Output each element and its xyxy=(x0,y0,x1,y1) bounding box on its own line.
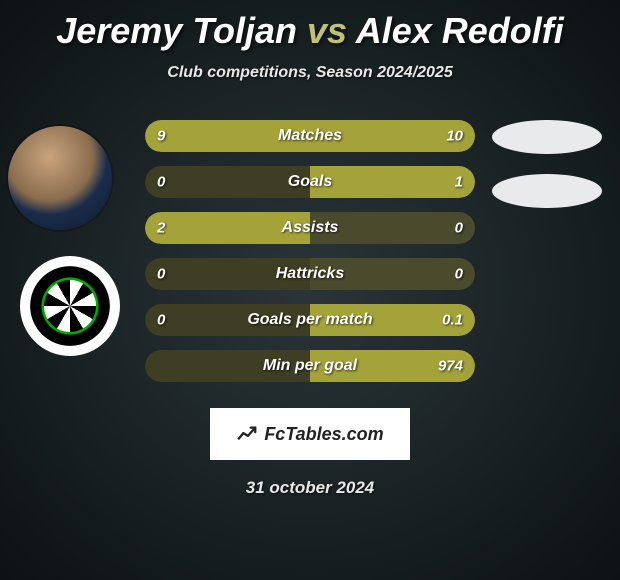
stat-bar-left xyxy=(145,258,310,290)
stat-row: Goals01 xyxy=(145,166,475,198)
vs-text: vs xyxy=(307,10,347,51)
player1-name: Jeremy Toljan xyxy=(56,10,297,51)
player2-club-placeholder xyxy=(492,174,602,208)
date-text: 31 october 2024 xyxy=(0,478,620,498)
stat-bar-left xyxy=(145,304,310,336)
stat-bar-right xyxy=(310,166,475,198)
stat-value-right: 0.1 xyxy=(442,312,463,329)
stat-bar-right xyxy=(310,212,475,244)
stat-value-left: 2 xyxy=(157,220,165,237)
player1-club-badge xyxy=(20,256,120,356)
stat-bar-left xyxy=(145,166,310,198)
fctables-logo-icon xyxy=(236,423,258,445)
sassuolo-badge-icon xyxy=(30,266,110,346)
stat-row: Matches910 xyxy=(145,120,475,152)
stat-value-right: 1 xyxy=(455,174,463,191)
stat-value-right: 974 xyxy=(438,358,463,375)
stat-bar-left xyxy=(145,120,310,152)
stat-row: Goals per match00.1 xyxy=(145,304,475,336)
comparison-title: Jeremy Toljan vs Alex Redolfi xyxy=(0,0,620,52)
player2-name: Alex Redolfi xyxy=(356,10,564,51)
fctables-text: FcTables.com xyxy=(264,424,383,445)
stat-value-left: 9 xyxy=(157,128,165,145)
player2-photo-placeholder xyxy=(492,120,602,154)
stat-value-right: 0 xyxy=(455,220,463,237)
stat-bar-right xyxy=(310,258,475,290)
fctables-watermark: FcTables.com xyxy=(210,408,410,460)
stat-value-right: 0 xyxy=(455,266,463,283)
stat-value-left: 0 xyxy=(157,312,165,329)
stat-value-left: 0 xyxy=(157,174,165,191)
stat-row: Assists20 xyxy=(145,212,475,244)
stat-value-right: 10 xyxy=(446,128,463,145)
subtitle: Club competitions, Season 2024/2025 xyxy=(0,64,620,82)
stat-value-left: 0 xyxy=(157,266,165,283)
player1-photo xyxy=(8,126,112,230)
stat-bar-left xyxy=(145,350,310,382)
stat-bar-left xyxy=(145,212,310,244)
stat-row: Hattricks00 xyxy=(145,258,475,290)
stat-row: Min per goal974 xyxy=(145,350,475,382)
